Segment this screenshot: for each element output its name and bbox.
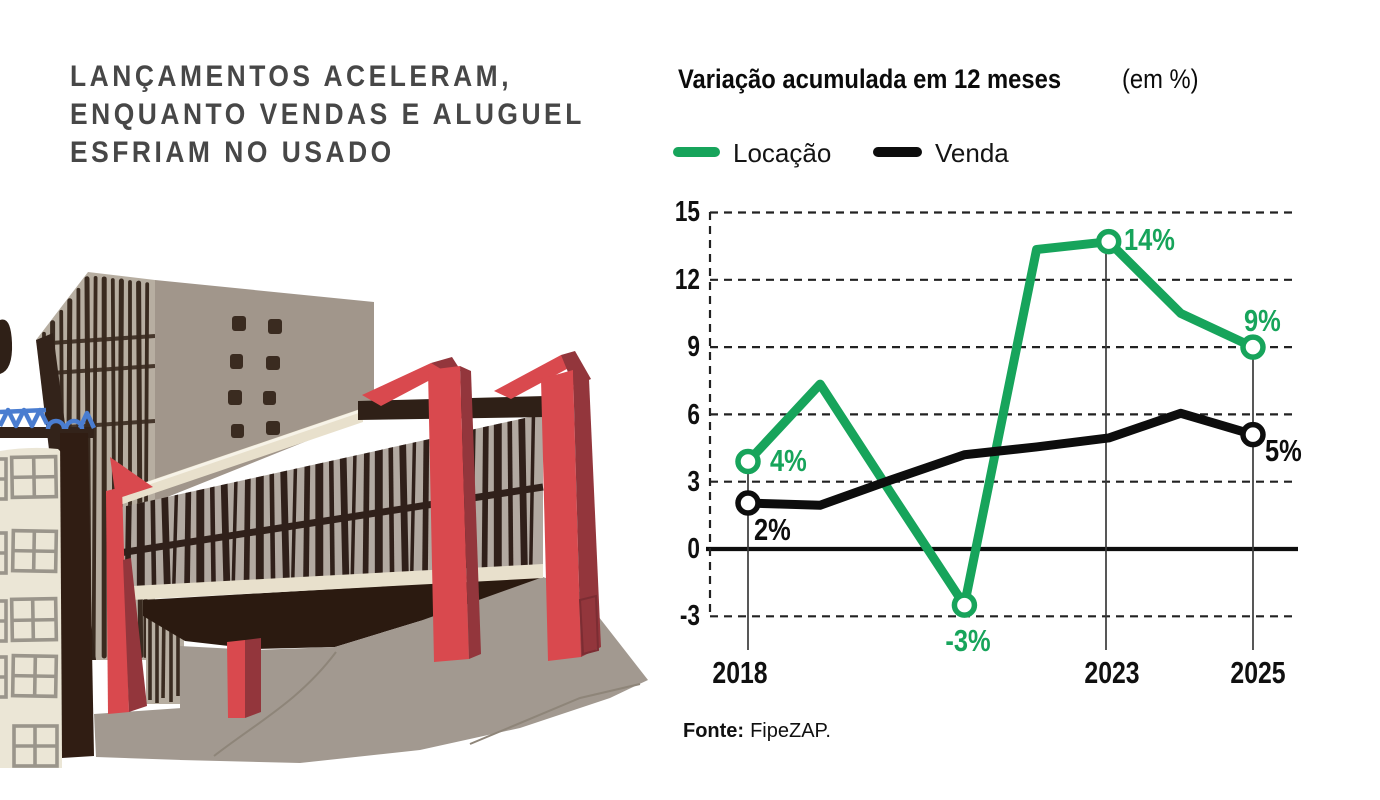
headline-line-1: LANÇAMENTOS ACELERAM, bbox=[70, 60, 513, 93]
x-tick-2018: 2018 bbox=[712, 655, 768, 690]
x-tick-2025: 2025 bbox=[1230, 655, 1286, 690]
tower-windows bbox=[228, 316, 282, 438]
y-tick-3: 3 bbox=[687, 466, 700, 498]
series-lines bbox=[744, 237, 1255, 610]
gridlines bbox=[706, 211, 1298, 618]
y-tick-neg3: -3 bbox=[679, 600, 700, 632]
headline-line-3: ESFRIAM NO USADO bbox=[70, 136, 395, 169]
ground bbox=[94, 577, 648, 763]
legend-label-locacao: Locação bbox=[733, 138, 832, 168]
cream-building bbox=[0, 447, 62, 768]
tower-front-face bbox=[155, 280, 374, 502]
x-tick-2023: 2023 bbox=[1084, 655, 1140, 690]
masp-illustration bbox=[0, 272, 648, 768]
mid-red-pillar bbox=[362, 357, 481, 662]
legend-label-venda: Venda bbox=[935, 138, 1009, 168]
left-red-pillar bbox=[106, 457, 153, 714]
dark-band bbox=[60, 433, 94, 758]
headline-line-2: ENQUANTO VENDAS E ALUGUEL bbox=[70, 98, 585, 131]
chart-title: Variação acumulada em 12 meses (em %) bbox=[678, 64, 1209, 95]
cream-windows bbox=[0, 454, 59, 768]
small-red-pillar bbox=[227, 638, 261, 718]
point-label-venda-2025: 5% bbox=[1265, 433, 1302, 468]
source-label: Fonte: bbox=[683, 720, 745, 742]
left-dark-building bbox=[0, 319, 13, 374]
chart-graphics bbox=[706, 211, 1298, 650]
y-tick-12: 12 bbox=[674, 264, 700, 296]
y-tick-15: 15 bbox=[674, 196, 700, 228]
y-tick-0: 0 bbox=[687, 533, 700, 565]
legend-swatch-venda bbox=[873, 147, 922, 157]
point-label-venda-2018: 2% bbox=[754, 512, 791, 547]
point-label-locacao-2025: 9% bbox=[1244, 303, 1281, 338]
headline: LANÇAMENTOS ACELERAM, ENQUANTO VENDAS E … bbox=[70, 58, 655, 172]
legend-swatch-locacao bbox=[673, 147, 720, 157]
source-note: Fonte: FipeZAP. bbox=[683, 720, 831, 743]
source-text: FipeZAP. bbox=[750, 720, 831, 742]
y-tick-9: 9 bbox=[687, 331, 700, 363]
right-red-pillar bbox=[494, 351, 601, 661]
point-label-locacao-2021: -3% bbox=[945, 623, 991, 658]
crane-detail bbox=[0, 407, 97, 438]
point-label-locacao-2018: 4% bbox=[770, 443, 807, 478]
chart-title-main: Variação acumulada em 12 meses bbox=[678, 64, 1062, 94]
y-tick-6: 6 bbox=[687, 399, 700, 431]
point-label-locacao-2023: 14% bbox=[1124, 222, 1175, 257]
chart-title-unit: (em %) bbox=[1122, 64, 1199, 94]
series-markers bbox=[735, 228, 1266, 618]
